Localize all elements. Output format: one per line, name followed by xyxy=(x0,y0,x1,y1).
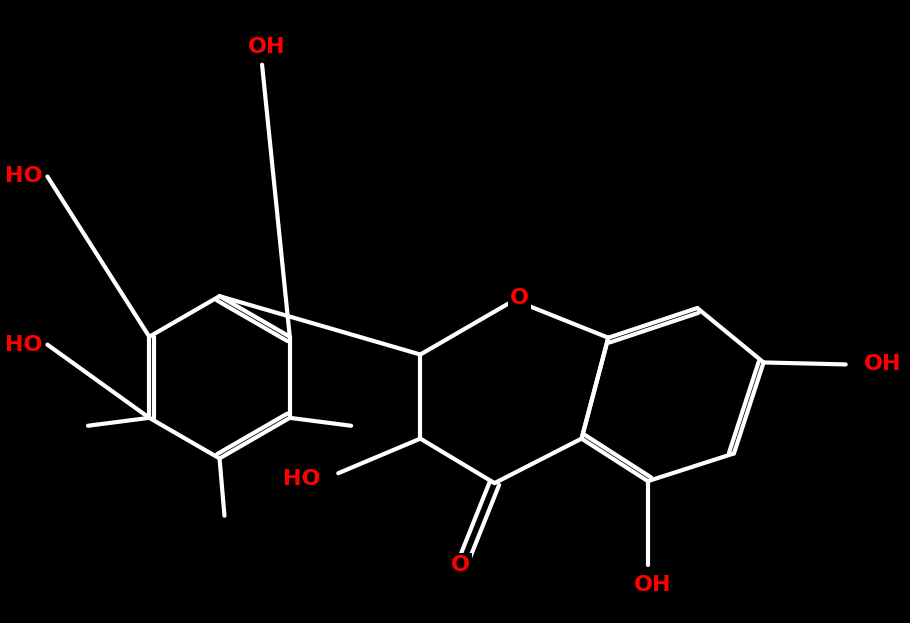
Text: OH: OH xyxy=(634,575,672,595)
Text: HO: HO xyxy=(283,469,320,489)
Text: HO: HO xyxy=(5,166,43,186)
Text: HO: HO xyxy=(5,335,43,354)
Text: O: O xyxy=(450,555,470,575)
Text: OH: OH xyxy=(864,354,901,374)
Text: O: O xyxy=(510,288,529,308)
Text: OH: OH xyxy=(248,37,286,57)
